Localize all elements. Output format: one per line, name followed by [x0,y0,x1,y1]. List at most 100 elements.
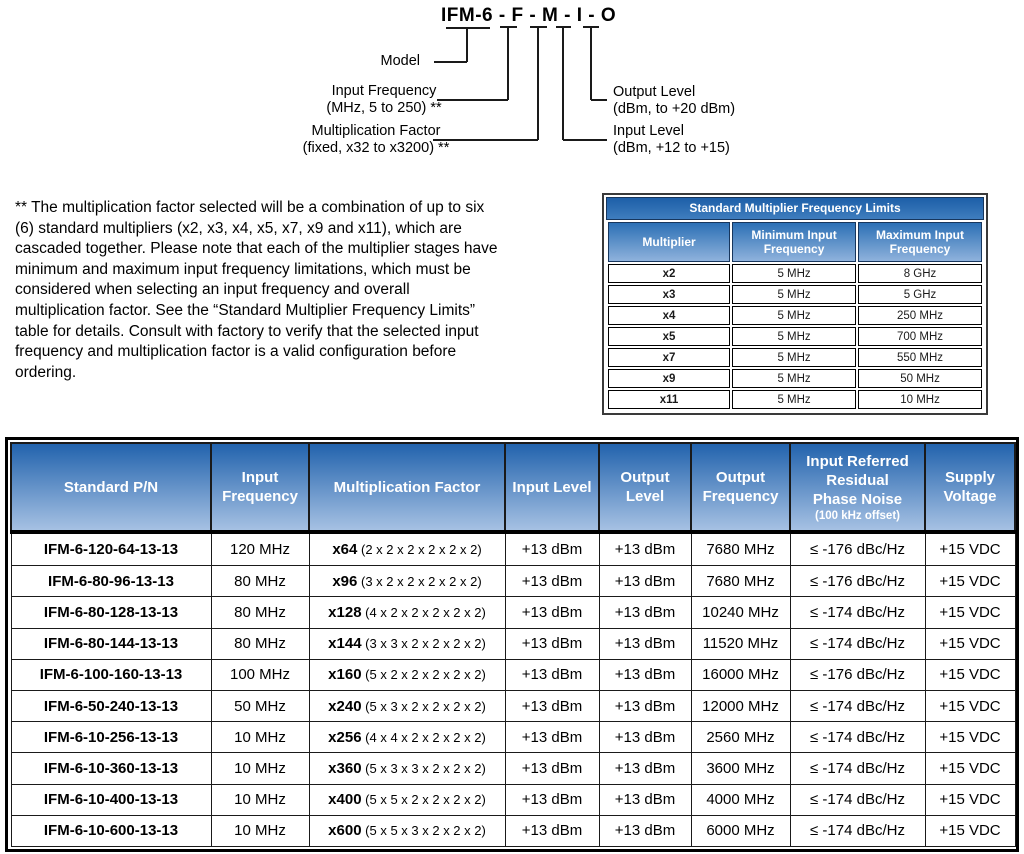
part-number-cell: IFM-6-10-400-13-13 [10,783,212,816]
output-level-label-line2: (dBm, to +20 dBm) [613,101,736,117]
part-row: IFM-6-80-144-13-13 80 MHz x144 (3 x 3 x 2 … [10,627,1016,660]
input-level-cell: +13 dBm [504,721,600,754]
multiplication-factor-value: x144 [328,635,362,653]
multiplier-limits-row: x5 5 MHz 700 MHz [608,327,982,346]
input-level-label-line1: Input Level [613,123,684,139]
min-input-frequency-cell: 5 MHz [732,264,857,283]
input-level-cell: +13 dBm [504,658,600,692]
output-level-cell: +13 dBm [598,565,692,598]
part-row: IFM-6-10-600-13-13 10 MHz x600 (5 x 5 x 3 … [10,814,1016,848]
max-input-frequency-cell: 250 MHz [858,306,982,325]
output-level-label-line1: Output Level [613,84,696,100]
supply-voltage-cell: +15 VDC [924,565,1016,598]
max-input-frequency-cell: 8 GHz [858,264,982,283]
input-frequency-cell: 50 MHz [210,690,310,723]
input-frequency-label-line1: Input Frequency [331,83,437,99]
model-label-text: Model [380,53,421,69]
multiplication-factor-value: x96 [332,572,358,590]
input-frequency-cell: 10 MHz [210,814,310,848]
multiplication-factor-cell: x400 (5 x 5 x 2 x 2 x 2 x 2) [308,783,506,816]
output-level-cell: +13 dBm [598,596,692,629]
multiplication-factor-detail: (5 x 3 x 2 x 2 x 2 x 2) [361,698,486,714]
phase-noise-column-header: Input Referred Residual Phase Noise (100… [789,442,926,534]
part-number-cell: IFM-6-10-600-13-13 [10,814,212,848]
phase-noise-cell: ≤ -174 dBc/Hz [789,721,926,754]
multiplication-factor-note: ** The multiplication factor selected wi… [15,199,498,381]
multiplication-factor-value: x360 [328,760,362,777]
phase-noise-cell: ≤ -174 dBc/Hz [789,783,926,816]
multiplication-factor-value: x64 [332,541,358,559]
min-input-frequency-cell: 5 MHz [732,348,857,367]
input-frequency-cell: 80 MHz [210,627,310,660]
multiplier-cell: x7 [608,348,731,367]
multiplication-factor-detail: (5 x 3 x 3 x 2 x 2 x 2) [361,761,486,776]
multiplier-limits-row: x2 5 MHz 8 GHz [608,264,982,283]
output-level-cell: +13 dBm [598,658,692,692]
input-level-column-header: Input Level [504,442,600,534]
output-level-cell: +13 dBm [598,721,692,754]
multiplication-factor-cell: x240 (5 x 3 x 2 x 2 x 2 x 2) [308,690,506,723]
part-row: IFM-6-50-240-13-13 50 MHz x240 (5 x 3 x 2 … [10,690,1016,723]
part-number-cell: IFM-6-10-360-13-13 [10,752,212,785]
phase-noise-cell: ≤ -176 dBc/Hz [789,531,926,567]
input-level-cell: +13 dBm [504,596,600,629]
phase-noise-cell: ≤ -174 dBc/Hz [789,627,926,660]
output-frequency-cell: 3600 MHz [690,752,791,785]
multiplication-factor-label-line1: Multiplication Factor [311,123,441,139]
output-level-label: Output Level (dBm, to +20 dBm) [613,84,735,118]
multiplication-factor-cell: x128 (4 x 2 x 2 x 2 x 2 x 2) [308,596,506,629]
input-level-cell: +13 dBm [504,531,600,567]
multiplier-column-header: Multiplier [608,222,731,262]
supply-voltage-cell: +15 VDC [924,690,1016,723]
output-frequency-cell: 6000 MHz [690,814,791,848]
multiplication-factor-label-line2: (fixed, x32 to x3200) ** [302,140,450,156]
multiplication-factor-detail: (3 x 2 x 2 x 2 x 2 x 2) [357,573,482,589]
min-input-frequency-cell: 5 MHz [732,390,857,409]
part-number-cell: IFM-6-80-128-13-13 [10,596,212,629]
part-number-scheme-title: IFM-6 - F - M - I - O [441,5,617,26]
multiplication-factor-cell: x64 (2 x 2 x 2 x 2 x 2 x 2) [308,531,506,567]
parts-table-header-row: Standard P/N Input Frequency Multiplicat… [10,442,1016,534]
min-input-frequency-cell: 5 MHz [732,285,857,304]
max-input-frequency-cell: 700 MHz [858,327,982,346]
supply-voltage-cell: +15 VDC [924,531,1016,567]
multiplication-factor-value: x240 [328,697,362,715]
output-level-cell: +13 dBm [598,627,692,660]
input-level-cell: +13 dBm [504,690,600,723]
multiplication-factor-value: x256 [328,728,362,746]
output-frequency-cell: 10240 MHz [690,596,791,629]
part-row: IFM-6-80-128-13-13 80 MHz x128 (4 x 2 x 2 … [10,596,1016,629]
multiplier-limits-table-title: Standard Multiplier Frequency Limits [606,197,984,220]
input-frequency-label: Input Frequency (MHz, 5 to 250) ** [311,83,457,117]
output-level-cell: +13 dBm [598,783,692,816]
max-input-frequency-cell: 5 GHz [858,285,982,304]
multiplier-limits-row: x11 5 MHz 10 MHz [608,390,982,409]
multiplication-factor-cell: x96 (3 x 2 x 2 x 2 x 2 x 2) [308,565,506,598]
max-input-frequency-cell: 550 MHz [858,348,982,367]
input-frequency-cell: 10 MHz [210,752,310,785]
supply-voltage-cell: +15 VDC [924,752,1016,785]
phase-noise-offset-subheader: (100 kHz offset) [815,509,900,522]
input-frequency-cell: 10 MHz [210,783,310,816]
multiplier-limits-row: x7 5 MHz 550 MHz [608,348,982,367]
input-frequency-cell: 10 MHz [210,721,310,754]
multiplication-factor-label: Multiplication Factor (fixed, x32 to x32… [296,123,456,157]
multiplier-limits-table: Standard Multiplier Frequency Limits Mul… [602,193,988,415]
input-level-label-line2: (dBm, +12 to +15) [613,140,730,156]
multiplier-cell: x3 [608,285,731,304]
multiplication-factor-cell: x256 (4 x 4 x 2 x 2 x 2 x 2) [308,721,506,754]
part-number-cell: IFM-6-50-240-13-13 [10,690,212,723]
supply-voltage-cell: +15 VDC [924,627,1016,660]
multiplication-factor-detail: (5 x 5 x 3 x 2 x 2 x 2) [361,823,486,839]
multiplier-cell: x11 [608,390,731,409]
part-row: IFM-6-80-96-13-13 80 MHz x96 (3 x 2 x 2 x … [10,565,1016,598]
supply-voltage-cell: +15 VDC [924,658,1016,692]
multiplication-factor-column-header: Multiplication Factor [308,442,506,534]
input-frequency-label-line2: (MHz, 5 to 250) ** [326,100,442,116]
part-row: IFM-6-100-160-13-13 100 MHz x160 (5 x 2 x … [10,658,1016,692]
input-frequency-cell: 100 MHz [210,658,310,692]
input-level-cell: +13 dBm [504,752,600,785]
part-row: IFM-6-120-64-13-13 120 MHz x64 (2 x 2 x 2 … [10,531,1016,567]
output-level-cell: +13 dBm [598,814,692,848]
input-frequency-column-header: Input Frequency [210,442,310,534]
